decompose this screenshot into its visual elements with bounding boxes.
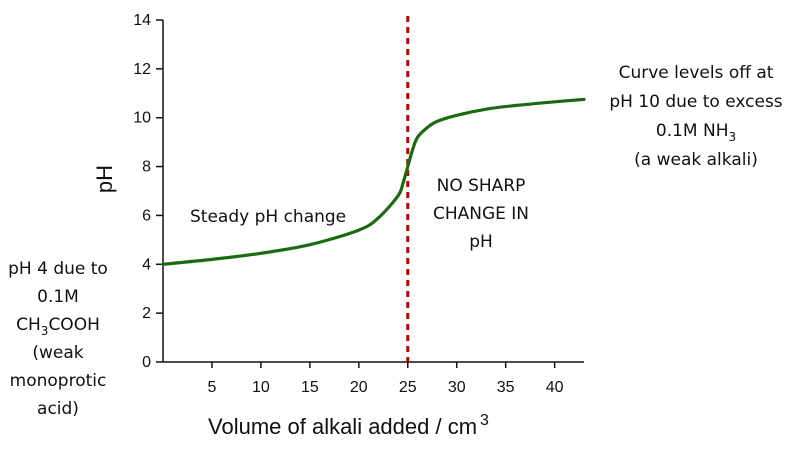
x-axis-title: Volume of alkali added / cm 3 (208, 412, 489, 439)
right-annotation-line-subscript: 3 (728, 130, 736, 144)
y-tick-label: 10 (133, 110, 151, 127)
x-tick-label: 40 (546, 379, 564, 396)
left-annotation-line-text: CH (16, 315, 41, 335)
left-annotation-line-text: pH 4 due to (8, 259, 108, 279)
y-tick-label: 4 (142, 256, 151, 273)
y-tick-label: 6 (142, 207, 151, 224)
x-axis-title-superscript: 3 (480, 412, 489, 429)
x-tick-label: 10 (252, 379, 270, 396)
left-annotation-line: CH3COOH (16, 315, 100, 338)
no-sharp-line: CHANGE IN (433, 204, 529, 224)
left-annotation-line: pH 4 due to (8, 259, 108, 279)
y-tick-label: 14 (133, 12, 151, 29)
left-annotation-line-text: 0.1M (37, 287, 79, 307)
y-tick-label: 8 (142, 159, 151, 176)
y-tick-label: 2 (142, 305, 151, 322)
x-axis-title-main: Volume of alkali added / cm (208, 414, 477, 439)
no-sharp-line: NO SHARP (437, 176, 526, 196)
annotation-right-alkali: Curve levels off at pH 10 due to excess 0.… (609, 63, 782, 170)
tick-labels: 0 2 4 6 8 10 12 14 5 10 15 20 25 30 35 40 (133, 12, 563, 396)
right-annotation-line: Curve levels off at (619, 63, 774, 83)
right-annotation-line-text: pH 10 due to excess (609, 92, 782, 112)
right-annotation-line-text: 0.1M NH (656, 121, 729, 141)
no-sharp-line: pH (469, 232, 493, 252)
x-tick-label: 35 (497, 379, 515, 396)
right-annotation-line: pH 10 due to excess (609, 92, 782, 112)
ph-curve-line (161, 97, 586, 266)
x-tick-label: 20 (350, 379, 368, 396)
ticks (156, 19, 556, 368)
right-annotation-line: 0.1M NH3 (656, 121, 736, 144)
annotation-left-acid: pH 4 due to 0.1M CH3COOH (weak monoprotic aci… (8, 259, 108, 419)
x-tick-label: 30 (448, 379, 466, 396)
x-tick-label: 25 (399, 379, 417, 396)
x-tick-label: 15 (301, 379, 319, 396)
axes (162, 20, 584, 363)
left-annotation-line: 0.1M (37, 287, 79, 307)
left-annotation-line: monoprotic (10, 371, 107, 391)
y-tick-label: 0 (142, 354, 151, 371)
x-tick-label: 5 (208, 379, 217, 396)
left-annotation-line-subscript: 3 (41, 324, 49, 338)
left-annotation-line-text: monoprotic (10, 371, 107, 391)
right-annotation-line-text: Curve levels off at (619, 63, 774, 83)
left-annotation-line-text: (weak (32, 343, 83, 363)
left-annotation-line-text: acid) (37, 399, 79, 419)
right-annotation-line: (a weak alkali) (634, 150, 758, 170)
y-tick-label: 12 (133, 61, 151, 78)
right-annotation-line-text: (a weak alkali) (634, 150, 758, 170)
left-annotation-line: acid) (37, 399, 79, 419)
annotation-steady-ph: Steady pH change (190, 207, 346, 227)
y-axis-title: pH (92, 165, 117, 193)
annotation-no-sharp-change: NO SHARP CHANGE IN pH (433, 176, 529, 252)
left-annotation-line: (weak (32, 343, 83, 363)
left-annotation-line-rest: COOH (48, 315, 99, 335)
